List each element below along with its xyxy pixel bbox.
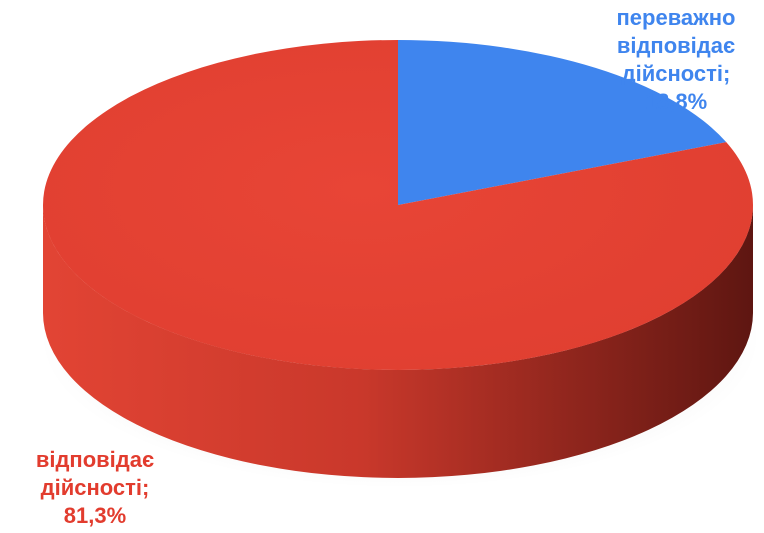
slice-label-1-line-3: 18,8% xyxy=(644,89,708,114)
slice-label-1-line-0: переважно xyxy=(616,5,736,30)
slice-label-0: відповідає дійсності; 81,3% xyxy=(2,446,188,530)
slice-label-1-line-1: відповідає xyxy=(616,33,736,58)
slice-label-1: переважно відповідає дійсності; 18,8% xyxy=(588,4,764,116)
pie-top-face xyxy=(43,40,753,370)
slice-label-0-line-2: 81,3% xyxy=(63,503,127,528)
slice-label-0-line-1: дійсності; xyxy=(40,475,150,500)
slice-label-1-line-2: дійсності; xyxy=(621,61,731,86)
slice-0 xyxy=(43,40,753,370)
pie-side-wall xyxy=(43,205,753,478)
slice-side-0 xyxy=(43,205,753,478)
slice-label-0-line-0: відповідає xyxy=(35,447,155,472)
slice-1 xyxy=(398,40,727,205)
